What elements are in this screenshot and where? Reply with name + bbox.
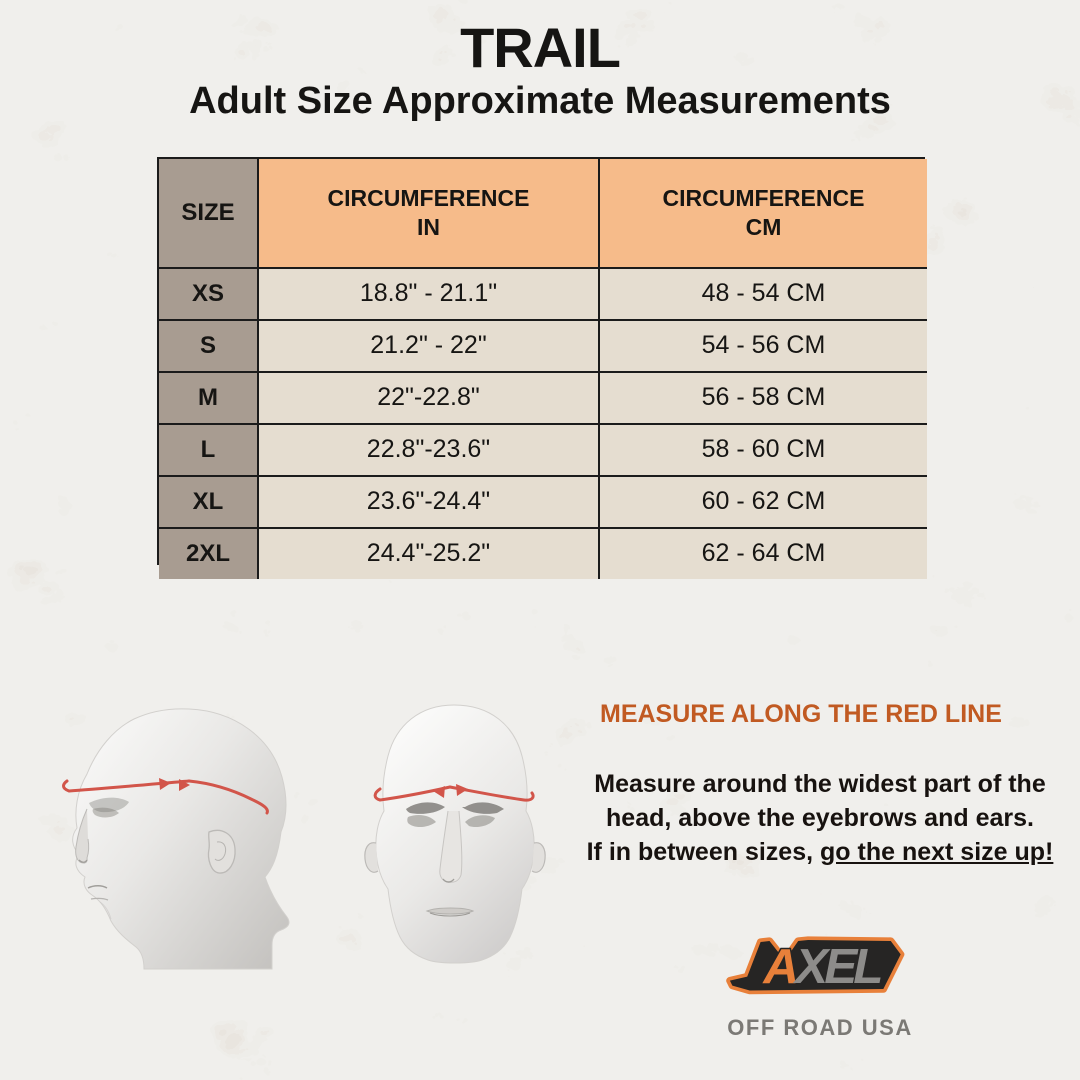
svg-text:AXEL: AXEL — [761, 939, 881, 994]
